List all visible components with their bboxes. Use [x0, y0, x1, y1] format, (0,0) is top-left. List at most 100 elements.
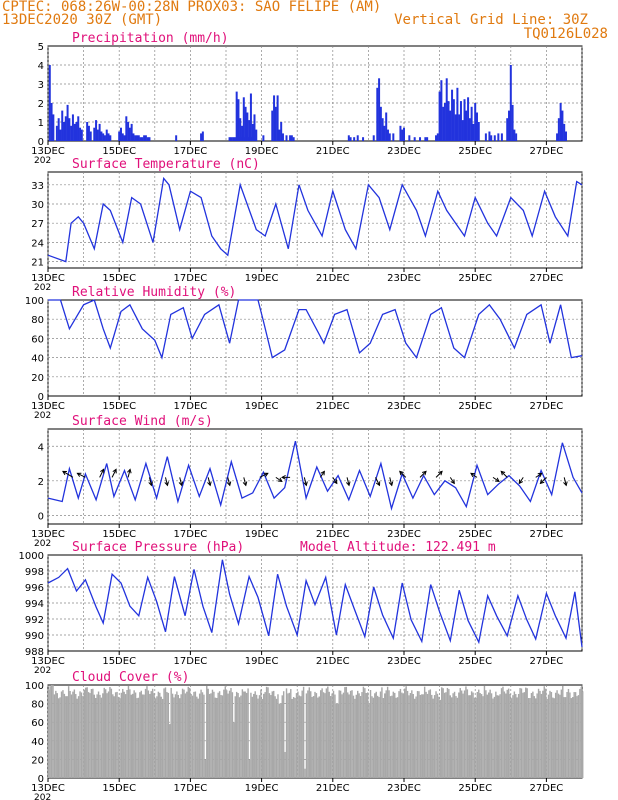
cloud-cover-bar [93, 694, 95, 778]
cloud-cover-bar [96, 694, 98, 778]
cloud-cover-bar [109, 687, 111, 778]
x-tick-label: 21DEC [316, 529, 350, 540]
precip-bar [75, 122, 78, 141]
cloud-cover-bar [83, 689, 86, 778]
y-tick-label: 60 [31, 718, 44, 729]
wind-vector [227, 477, 231, 486]
precip-bar [48, 65, 51, 141]
precip-bar [89, 131, 92, 141]
wind-vector [77, 472, 86, 478]
precip-bar [281, 133, 284, 141]
cloud-cover-bar [201, 692, 204, 778]
cloud-cover-bar [107, 691, 110, 778]
cloud-cover-bar [233, 722, 235, 778]
wind-vector-head [100, 468, 105, 474]
cloud-cover-bar [502, 686, 504, 778]
wind-vector [346, 477, 350, 486]
cloud-cover-bar [292, 697, 295, 778]
cloud-cover-bar [188, 687, 191, 778]
x-tick-label: 27DEC [530, 783, 564, 794]
cloud-cover-bar [190, 693, 192, 778]
precip-bar [64, 116, 67, 141]
cloud-cover-bar [493, 696, 496, 778]
panel-title: Relative Humidity (%) [72, 285, 236, 300]
cloud-cover-bar [384, 693, 386, 778]
precip-bar [246, 112, 249, 141]
cloud-cover-bar [386, 686, 389, 778]
precip-bar [564, 131, 567, 141]
precip-bar [107, 133, 110, 141]
header-grid-line-note: Vertical Grid Line: 30Z [394, 12, 588, 28]
x-tick-label: 21DEC [316, 146, 350, 157]
cloud-cover-bar [114, 692, 117, 778]
y-tick-label: 40 [31, 354, 44, 365]
cloud-cover-bar [241, 689, 244, 778]
y-tick-label: 20 [31, 373, 44, 384]
cloud-cover-bar [536, 693, 538, 778]
precip-bar [513, 129, 516, 141]
cloud-cover-bar [207, 688, 209, 778]
wind-vector-head [242, 481, 248, 487]
cloud-cover-bar [150, 691, 152, 778]
precip-bar [419, 137, 422, 141]
cloud-cover-bar [254, 691, 256, 778]
precip-bar [251, 123, 254, 141]
wind-vector [540, 477, 547, 484]
cloud-cover-bar [235, 691, 238, 778]
precip-bar [408, 135, 411, 141]
y-tick-label: 21 [31, 258, 44, 269]
y-tick-label: 100 [25, 681, 44, 692]
cloud-cover-bar [89, 693, 91, 778]
x-tick-label: 23DEC [387, 146, 421, 157]
precip-bar [228, 137, 231, 141]
cloud-cover-bar [196, 696, 198, 778]
cloud-cover-bar [322, 692, 325, 778]
x-tick-label: 17DEC [174, 656, 208, 667]
cloud-cover-bar [277, 694, 279, 778]
series-line [48, 299, 583, 360]
panel-annotation: Model Altitude: 122.491 m [300, 540, 496, 555]
wind-vector-head [303, 481, 308, 487]
cloud-cover-bar [80, 692, 83, 778]
precip-bar [119, 127, 122, 141]
cloud-cover-bar [221, 695, 224, 778]
x-tick-label: 15DEC [102, 146, 136, 157]
cloud-cover-bar [537, 688, 540, 778]
y-tick-label: 5 [38, 42, 44, 53]
precip-bar [403, 127, 405, 141]
cloud-cover-bar [369, 690, 372, 778]
cloud-cover-bar [53, 694, 56, 778]
precip-bar [515, 133, 518, 141]
precip-bar [449, 110, 452, 141]
x-tick-label: 23DEC [387, 401, 421, 412]
cloud-cover-bar [177, 694, 180, 778]
precip-bar [233, 137, 236, 141]
x-tick-label: 25DEC [458, 146, 492, 157]
cloud-cover-bar [312, 696, 315, 778]
cloud-cover-bar [483, 685, 486, 778]
cloud-cover-bar [516, 697, 518, 778]
cloud-cover-bar [526, 688, 528, 778]
cloud-cover-bar [100, 697, 103, 778]
wind-vector [535, 472, 542, 478]
cloud-cover-bar [438, 696, 440, 778]
x-tick-label: 17DEC [174, 273, 208, 284]
x-tick-label: 13DEC [31, 656, 65, 667]
wind-vector-head [148, 481, 153, 487]
wind-vector-head [127, 468, 132, 474]
cloud-cover-bar [398, 691, 400, 778]
precip-bar [128, 127, 131, 141]
x-tick-label: 17DEC [174, 401, 208, 412]
cloud-cover-bar [509, 693, 511, 778]
cloud-cover-bar [197, 698, 199, 778]
cloud-cover-bar [314, 691, 316, 778]
cloud-cover-bar [245, 692, 248, 778]
cloud-cover-bar [85, 687, 87, 778]
x-tick-label: 19DEC [245, 273, 279, 284]
x-tick-label: 21DEC [316, 783, 350, 794]
wind-vector-head [178, 481, 184, 487]
x-tick-label: 25DEC [458, 401, 492, 412]
cloud-cover-bar [358, 693, 360, 778]
cloud-cover-bar [169, 724, 171, 778]
wind-vector [303, 477, 307, 486]
